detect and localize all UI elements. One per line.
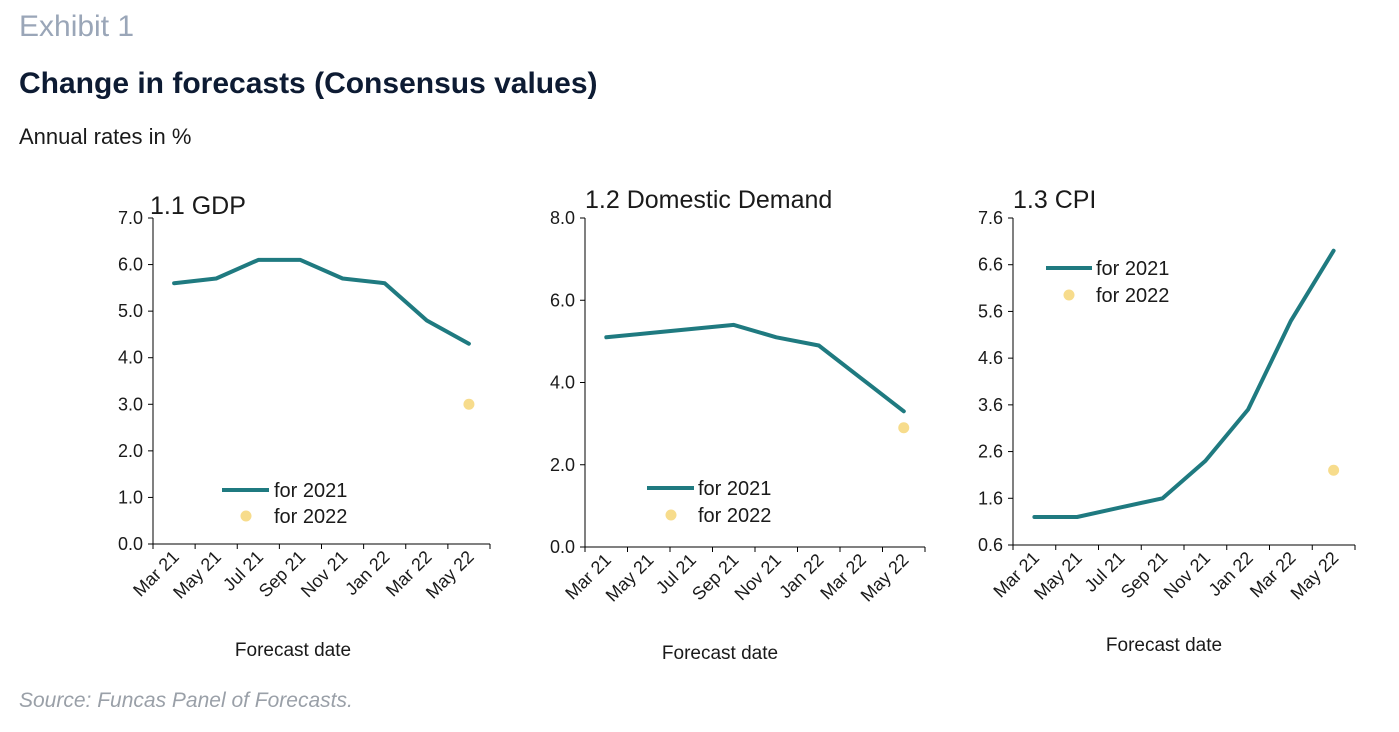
legend-label-2022: for 2022: [698, 505, 771, 527]
x-tick-label: May 22: [422, 547, 478, 603]
x-tick-label: Nov 21: [731, 550, 785, 604]
x-tick-label: May 22: [1287, 548, 1343, 604]
y-tick-label: 7.6: [978, 208, 1003, 228]
legend-label-2021: for 2021: [698, 478, 771, 500]
x-tick-label: Sep 21: [688, 550, 742, 604]
y-tick-label: 8.0: [550, 208, 575, 228]
x-axis-label: Forecast date: [1106, 635, 1222, 656]
legend-swatch-2022: [240, 510, 252, 522]
chart-title: 1.2 Domestic Demand: [585, 186, 832, 214]
legend-label-2021: for 2021: [274, 480, 347, 502]
y-tick-label: 0.0: [118, 534, 143, 554]
legend: for 2021 for 2022: [222, 480, 347, 528]
y-tick-label: 7.0: [118, 208, 143, 228]
y-tick-label: 4.0: [118, 348, 143, 368]
x-tick-label: Jan 22: [775, 550, 827, 602]
series-point-2022: [1328, 464, 1340, 476]
legend: for 2021 for 2022: [647, 478, 771, 527]
y-tick-label: 1.6: [978, 488, 1003, 508]
legend-label-2022: for 2022: [274, 506, 347, 528]
x-tick-label: Jan 22: [1205, 548, 1257, 600]
legend-swatch-2022: [1063, 289, 1075, 301]
chart-title: 1.1 GDP: [150, 192, 246, 220]
y-tick-label: 3.0: [118, 394, 143, 414]
y-tick-label: 2.0: [550, 455, 575, 475]
x-axis-label: Forecast date: [235, 640, 351, 661]
page-title: Change in forecasts (Consensus values): [19, 67, 598, 100]
y-tick-label: 6.6: [978, 255, 1003, 275]
x-tick-label: Nov 21: [1160, 548, 1214, 602]
x-tick-label: May 22: [857, 550, 913, 606]
y-tick-label: 2.6: [978, 442, 1003, 462]
x-axis-label: Forecast date: [662, 643, 778, 664]
page-subtitle: Annual rates in %: [19, 124, 192, 149]
y-tick-label: 3.6: [978, 395, 1003, 415]
series-line-2021: [604, 322, 906, 414]
x-tick-label: May 21: [1030, 548, 1086, 604]
y-tick-label: 5.0: [118, 301, 143, 321]
y-tick-label: 6.0: [550, 290, 575, 310]
x-tick-label: Sep 21: [255, 547, 309, 601]
y-tick-label: 4.6: [978, 348, 1003, 368]
x-tick-label: May 21: [169, 547, 225, 603]
legend-swatch-2022: [665, 509, 677, 521]
exhibit-label: Exhibit 1: [19, 10, 135, 43]
y-tick-label: 1.0: [118, 487, 143, 507]
x-tick-label: May 21: [602, 550, 658, 606]
y-tick-label: 5.6: [978, 301, 1003, 321]
y-tick-label: 6.0: [118, 255, 143, 275]
series-line-2021: [1032, 248, 1336, 519]
legend-label-2021: for 2021: [1096, 258, 1169, 280]
y-tick-label: 4.0: [550, 373, 575, 393]
chart-title: 1.3 CPI: [1013, 186, 1096, 214]
y-tick-label: 2.0: [118, 441, 143, 461]
series-point-2022: [898, 422, 910, 434]
legend-label-2022: for 2022: [1096, 285, 1169, 307]
x-tick-label: Nov 21: [297, 547, 351, 601]
series-point-2022: [463, 398, 475, 410]
y-tick-label: 0.6: [978, 535, 1003, 555]
series-line-2021: [172, 257, 471, 346]
y-tick-label: 0.0: [550, 537, 575, 557]
legend: for 2021 for 2022: [1046, 258, 1169, 307]
source-note: Source: Funcas Panel of Forecasts.: [19, 689, 353, 712]
x-tick-label: Sep 21: [1117, 548, 1171, 602]
